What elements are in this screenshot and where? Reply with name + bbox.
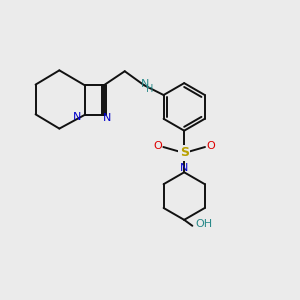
Text: O: O [153, 141, 162, 152]
Text: H: H [146, 84, 154, 94]
Text: N: N [140, 79, 149, 89]
Text: S: S [180, 146, 189, 160]
Text: N: N [103, 113, 112, 123]
Text: O: O [207, 141, 215, 152]
Text: N: N [73, 112, 81, 122]
Text: OH: OH [195, 219, 212, 229]
Text: N: N [180, 163, 188, 172]
